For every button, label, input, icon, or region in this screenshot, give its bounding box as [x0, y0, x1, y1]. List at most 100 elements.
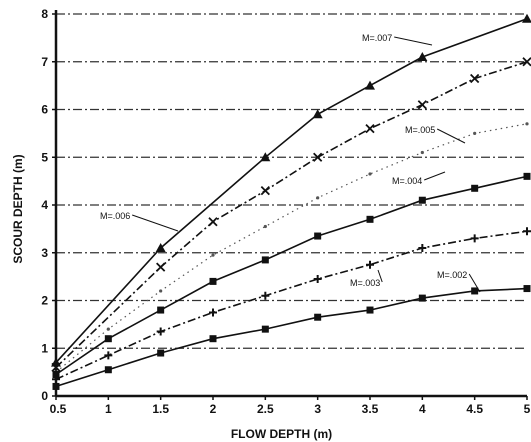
- point-m003-2: [156, 327, 165, 336]
- point-m003-4: [261, 291, 270, 300]
- point-m002-6: [366, 306, 374, 314]
- point-m003-9: [523, 227, 531, 236]
- point-m007-6: [522, 13, 531, 23]
- annotation-bg-m003: [348, 277, 384, 288]
- point-m007-1: [155, 242, 166, 252]
- point-m006-5: [365, 123, 375, 134]
- point-m002-1: [104, 366, 112, 374]
- point-m004-3: [209, 277, 217, 285]
- point-m005-4: [263, 224, 267, 229]
- series-m004: [52, 172, 531, 379]
- point-m003-8: [470, 234, 479, 243]
- point-m004-4: [261, 256, 269, 264]
- point-m005-2: [159, 289, 163, 293]
- point-m003-6: [366, 260, 374, 269]
- series-line-m002: [55, 287, 528, 388]
- point-m007-3: [312, 109, 323, 119]
- annotation-m006: M=.006: [100, 211, 130, 221]
- point-m003-1: [104, 351, 113, 360]
- annotation-leader-m007: [394, 36, 433, 46]
- point-m005-5: [316, 196, 320, 200]
- x-axis-title: FLOW DEPTH (m): [231, 427, 332, 441]
- y-tick-label-8: 8: [41, 7, 48, 21]
- x-tick-label-1: 1: [105, 402, 112, 416]
- annotation-bg-m006: [98, 210, 134, 221]
- x-tick-label-7: 4: [419, 402, 426, 416]
- y-tick-label-2: 2: [41, 294, 48, 308]
- series-m007: [51, 13, 531, 367]
- grid-lines: [56, 13, 527, 349]
- annotation-m005: M=.005: [405, 125, 435, 135]
- point-m006-8: [522, 57, 531, 67]
- point-m003-0: [52, 375, 60, 384]
- series-line-m007: [55, 18, 528, 364]
- annotation-m004: M=.004: [392, 176, 422, 186]
- point-m004-6: [366, 215, 374, 223]
- x-tick-label-3: 2: [210, 402, 217, 416]
- series-lines: [51, 13, 531, 390]
- point-m006-3: [260, 186, 270, 196]
- y-axis-title: SCOUR DEPTH (m): [11, 154, 25, 263]
- point-m002-7: [418, 294, 426, 302]
- series-line-m005: [55, 123, 528, 373]
- point-m007-2: [260, 152, 271, 162]
- annotation-m003: M=.003: [350, 278, 380, 288]
- point-m004-5: [314, 232, 322, 240]
- point-m003-3: [209, 308, 217, 317]
- annotation-leader-m004: [424, 171, 446, 181]
- annotation-bg-m007: [360, 32, 396, 43]
- annotation-leader-m005: [436, 128, 466, 144]
- point-m004-0: [52, 371, 60, 379]
- y-tick-label-0: 0: [41, 389, 48, 403]
- x-tick-label-4: 2.5: [257, 402, 274, 416]
- annotation-bg-m005: [403, 124, 439, 135]
- point-m003-5: [313, 275, 322, 284]
- point-m004-9: [523, 172, 531, 180]
- point-m004-8: [471, 184, 479, 192]
- annotation-leader-m006: [132, 214, 179, 232]
- point-m002-0: [52, 382, 60, 390]
- y-tick-label-7: 7: [41, 55, 48, 69]
- point-m007-4: [365, 80, 375, 90]
- x-tick-label-8: 4.5: [466, 402, 483, 416]
- series-annotations: M=.007 M=.006 M=.005 M=.004 M=.003 M=.002: [98, 32, 481, 293]
- point-m002-4: [261, 325, 269, 333]
- point-m004-1: [104, 335, 112, 343]
- point-m004-2: [157, 306, 165, 314]
- y-tick-label-6: 6: [41, 103, 48, 117]
- series-line-m003: [55, 230, 528, 381]
- annotation-leader-m002: [468, 273, 481, 293]
- point-m005-9: [525, 122, 529, 126]
- point-m004-7: [418, 196, 426, 204]
- x-tick-label-2: 1.5: [152, 402, 169, 416]
- point-m006-6: [417, 100, 427, 110]
- point-m002-2: [157, 349, 165, 357]
- annotation-leader-m003: [377, 269, 383, 283]
- x-tick-label-9: 5: [524, 402, 531, 416]
- point-m006-1: [156, 262, 166, 272]
- point-m006-0: [51, 362, 61, 372]
- point-m005-8: [473, 131, 477, 135]
- tick-labels: 0.5 1 1.5 2 2.5 3 3.5 4 4.5 5 0 1 2 3 4 5 6 7 8: [41, 7, 530, 416]
- y-tick-label-3: 3: [41, 246, 48, 260]
- x-tick-label-0: 0.5: [50, 402, 67, 416]
- point-m002-3: [209, 335, 217, 343]
- y-tick-label-5: 5: [41, 150, 48, 164]
- point-m006-7: [470, 73, 480, 84]
- axes: [54, 10, 527, 398]
- point-m003-7: [418, 243, 427, 252]
- annotation-m002: M=.002: [437, 270, 467, 280]
- x-tick-label-6: 3.5: [362, 402, 379, 416]
- series-m002: [52, 285, 531, 390]
- point-m006-2: [208, 217, 218, 227]
- series-line-m004: [55, 175, 528, 376]
- point-m002-9: [523, 285, 531, 293]
- point-m007-5: [417, 51, 428, 61]
- annotation-m007: M=.007: [362, 33, 392, 43]
- annotation-bg-m004: [390, 175, 426, 186]
- point-m005-7: [420, 150, 424, 155]
- y-tick-label-1: 1: [41, 341, 48, 355]
- point-m006-4: [313, 152, 323, 162]
